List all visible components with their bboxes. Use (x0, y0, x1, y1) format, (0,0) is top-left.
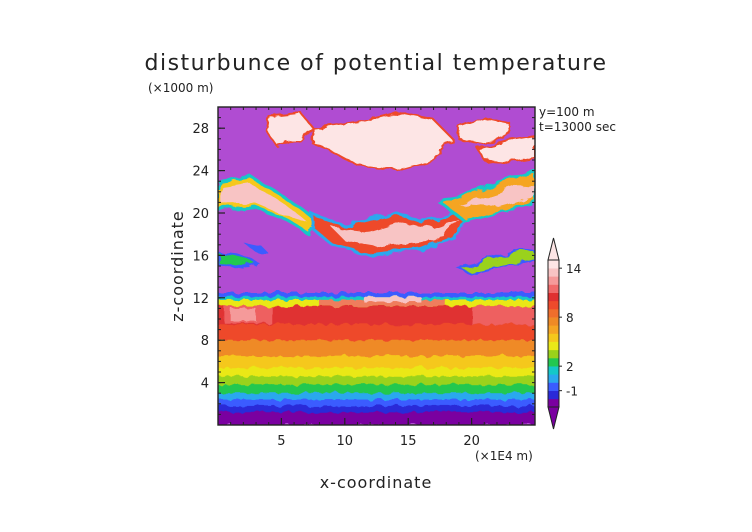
upper-blob (312, 111, 454, 172)
x-unit-label: (×1E4 m) (475, 449, 533, 463)
lower-band (218, 338, 535, 357)
y-tick-label: 12 (192, 292, 209, 307)
colorbar-segment (548, 260, 559, 269)
upper-blob (457, 116, 511, 146)
colorbar-segment (548, 374, 559, 383)
colorbar-segment (548, 341, 559, 351)
colorbar-frame (547, 259, 560, 408)
lower-band (218, 395, 535, 406)
colorbar-segment (548, 390, 559, 400)
upper-structures (218, 111, 535, 276)
colorbar-tick-label: 8 (566, 311, 574, 325)
colorbar-segment (548, 325, 559, 334)
colorbar-segment (548, 358, 559, 367)
colorbar-segment (548, 309, 559, 318)
lower-band (218, 352, 535, 368)
lower-warm-core (363, 296, 421, 303)
y-tick-label: 4 (201, 377, 209, 392)
x-axis-label: x-coordinate (320, 473, 433, 492)
colorbar-segment (548, 300, 559, 310)
colorbar-segment (548, 349, 559, 359)
y-unit-label: (×1000 m) (148, 81, 213, 95)
upper-blob (476, 135, 535, 164)
lower-band (218, 401, 535, 413)
lower-layer (218, 292, 535, 425)
upper-blob (332, 219, 459, 247)
lower-warm-core (230, 308, 257, 322)
y-tick-label: 20 (192, 207, 209, 222)
y-axis-label: z-coordinate (168, 210, 187, 322)
colorbar-segment (548, 366, 559, 375)
colorbar-tick-label: 2 (566, 360, 574, 374)
colorbar-segment (548, 268, 559, 277)
annotation-time: t=13000 sec (539, 120, 616, 134)
temperature-field (218, 107, 535, 425)
x-tick-label: 20 (463, 434, 480, 449)
colorbar-extend-high (547, 237, 560, 261)
colorbar-tick-label: 14 (566, 262, 581, 276)
y-tick-label: 24 (192, 165, 209, 180)
lower-band (218, 292, 535, 297)
x-tick-label: 10 (337, 434, 354, 449)
lower-band (218, 388, 535, 400)
upper-blob (218, 251, 259, 270)
lower-warm-patch (319, 299, 447, 307)
upper-blob (458, 184, 535, 207)
colorbar: -1 2 8 14 (547, 237, 581, 430)
y-tick-label: 28 (192, 122, 209, 137)
upper-blob (221, 183, 307, 222)
chart-title: disturbunce of potential temperature (145, 51, 608, 76)
colorbar-extend-low (547, 406, 560, 430)
axes: 5 10 15 20 4 8 12 16 20 24 28 (192, 106, 536, 449)
colorbar-segment (548, 284, 559, 293)
colorbar-segment (548, 276, 559, 285)
lower-band (218, 304, 535, 325)
colorbar-segment (548, 398, 559, 408)
x-tick-label: 15 (400, 434, 417, 449)
colorbar-segment (548, 317, 559, 326)
colorbar-tick-label: -1 (566, 385, 578, 399)
x-tick-label: 5 (277, 434, 285, 449)
upper-blob (265, 111, 315, 146)
upper-blob (456, 247, 535, 276)
colorbar-segment (548, 333, 559, 342)
y-tick-label: 16 (192, 249, 209, 264)
colorbar-segment (548, 382, 559, 391)
y-tick-label: 8 (201, 334, 209, 349)
upper-blob (243, 242, 269, 254)
lower-warm-patch (471, 306, 535, 325)
colorbar-segment (548, 292, 559, 302)
annotation-y: y=100 m (539, 105, 595, 119)
